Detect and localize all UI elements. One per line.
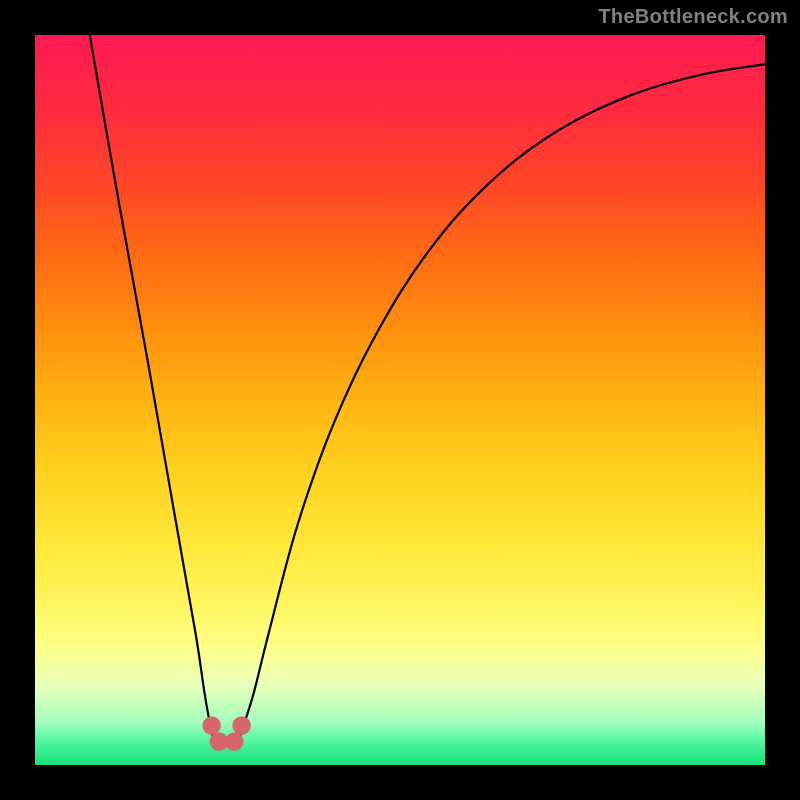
valley-marker-3 [232,716,250,734]
valley-marker-0 [202,716,220,734]
watermark-text: TheBottleneck.com [598,6,788,29]
gradient-background [35,35,765,765]
chart-svg [35,35,765,765]
chart-container: TheBottleneck.com [0,0,800,800]
valley-marker-2 [225,732,243,750]
plot-area [35,35,765,765]
